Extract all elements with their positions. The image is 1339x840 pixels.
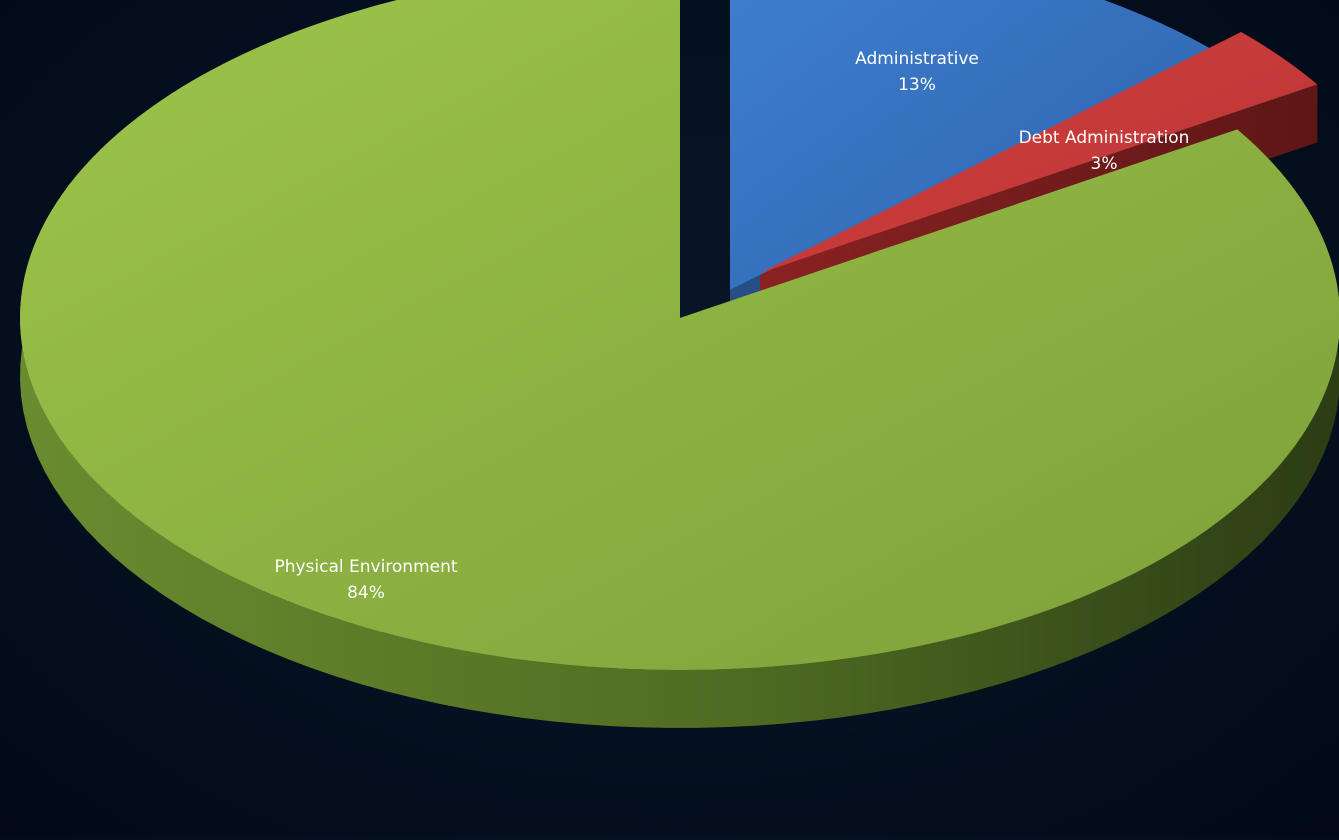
slice-label-physical-environment: Physical Environment bbox=[274, 557, 457, 577]
slice-label-debt-administration: Debt Administration bbox=[1019, 128, 1190, 148]
slice-value-label-debt-administration: 3% bbox=[1091, 154, 1118, 174]
pie-top-layer bbox=[20, 0, 1339, 670]
pie-slice-administrative bbox=[730, 0, 1212, 290]
pie-slice-debt-administration bbox=[760, 32, 1318, 274]
slice-value-label-administrative: 13% bbox=[898, 75, 936, 95]
slice-value-label-physical-environment: 84% bbox=[347, 583, 385, 603]
pie-label-layer: Administrative 13% Debt Administration 3% Ph… bbox=[274, 49, 1189, 603]
slice-label-administrative: Administrative bbox=[855, 49, 979, 69]
pie-slice-physical-environment bbox=[20, 0, 1339, 670]
